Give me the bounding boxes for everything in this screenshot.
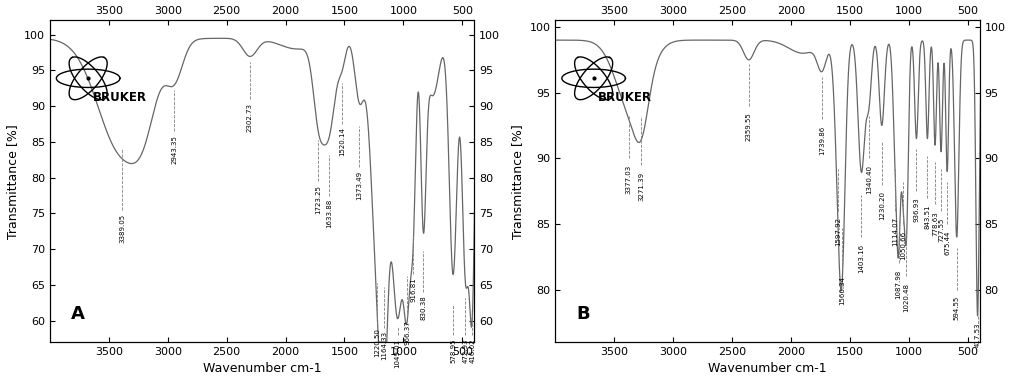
Text: 1723.25: 1723.25 bbox=[315, 185, 321, 214]
Text: 1114.07: 1114.07 bbox=[893, 217, 899, 247]
X-axis label: Wavenumber cm-1: Wavenumber cm-1 bbox=[709, 362, 827, 375]
Text: BRUKER: BRUKER bbox=[92, 91, 147, 104]
Text: 1403.16: 1403.16 bbox=[858, 243, 864, 273]
Text: 936.93: 936.93 bbox=[913, 198, 919, 223]
Text: 416.02: 416.02 bbox=[469, 338, 475, 363]
Text: 1520.14: 1520.14 bbox=[339, 128, 345, 157]
Text: 830.38: 830.38 bbox=[421, 296, 427, 320]
Text: 1050.66: 1050.66 bbox=[900, 231, 906, 259]
X-axis label: Wavenumber cm-1: Wavenumber cm-1 bbox=[203, 362, 321, 375]
Text: 3377.03: 3377.03 bbox=[626, 165, 632, 194]
Text: 1220.50: 1220.50 bbox=[374, 328, 380, 357]
Text: 1230.20: 1230.20 bbox=[879, 191, 885, 220]
Text: A: A bbox=[71, 305, 85, 323]
Text: 1373.49: 1373.49 bbox=[357, 171, 362, 200]
Y-axis label: Transmittance [%]: Transmittance [%] bbox=[5, 124, 18, 239]
Text: 727.55: 727.55 bbox=[938, 217, 944, 242]
Text: 417.53: 417.53 bbox=[975, 322, 981, 347]
Text: 1597.92: 1597.92 bbox=[835, 217, 841, 247]
Text: 594.55: 594.55 bbox=[953, 296, 959, 320]
Text: 1020.48: 1020.48 bbox=[904, 283, 910, 312]
Text: 2943.35: 2943.35 bbox=[172, 135, 178, 164]
Text: BRUKER: BRUKER bbox=[598, 91, 652, 104]
Text: 843.51: 843.51 bbox=[924, 204, 930, 229]
Text: 2359.55: 2359.55 bbox=[746, 112, 752, 141]
Text: 1049.01: 1049.01 bbox=[394, 338, 400, 368]
Text: 916.81: 916.81 bbox=[410, 278, 417, 303]
Text: 675.44: 675.44 bbox=[944, 231, 950, 255]
Text: 472.93: 472.93 bbox=[462, 338, 468, 363]
Text: 578.95: 578.95 bbox=[450, 338, 456, 363]
Text: 1633.88: 1633.88 bbox=[326, 199, 332, 228]
Y-axis label: Transmittance [%]: Transmittance [%] bbox=[511, 124, 524, 239]
Text: 1164.33: 1164.33 bbox=[381, 331, 387, 360]
Text: B: B bbox=[576, 305, 590, 323]
Text: 3389.05: 3389.05 bbox=[119, 213, 125, 243]
Text: 966.37: 966.37 bbox=[404, 320, 410, 345]
Text: 2302.73: 2302.73 bbox=[247, 102, 253, 131]
Text: 778.63: 778.63 bbox=[932, 211, 938, 235]
Text: 1739.86: 1739.86 bbox=[819, 125, 825, 155]
Text: 1087.98: 1087.98 bbox=[896, 270, 902, 299]
Text: 3271.39: 3271.39 bbox=[638, 171, 644, 200]
Text: 1340.40: 1340.40 bbox=[865, 165, 871, 194]
Text: 1566.34: 1566.34 bbox=[839, 276, 845, 306]
